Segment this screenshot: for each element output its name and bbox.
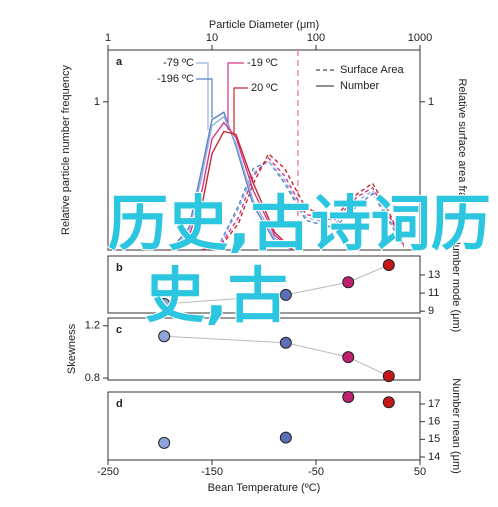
point bbox=[382, 259, 395, 272]
x-tick-label: -250 bbox=[97, 466, 119, 478]
point bbox=[158, 436, 171, 449]
legend-label: Surface Area bbox=[340, 64, 404, 76]
series-line bbox=[170, 121, 294, 251]
x-tick-label: 10 bbox=[206, 32, 218, 44]
y-axis-title: Skewness bbox=[66, 323, 78, 374]
panel-frame bbox=[107, 49, 421, 251]
panel-label: b bbox=[116, 262, 123, 274]
series-label: 20 ºC bbox=[251, 82, 278, 94]
y2-tick-label: 17 bbox=[428, 398, 440, 410]
series-line bbox=[201, 160, 405, 251]
y2-tick-label: 1 bbox=[428, 96, 434, 108]
point bbox=[279, 431, 292, 444]
panel-label: c bbox=[116, 324, 122, 336]
series-line bbox=[201, 152, 405, 251]
y2-tick-label: 16 bbox=[428, 416, 440, 428]
y-tick-label: 1.2 bbox=[85, 320, 100, 332]
x-axis-title-top: Particle Diameter (μm) bbox=[209, 19, 319, 31]
y-tick-label: 1 bbox=[94, 96, 100, 108]
x-tick-label: 50 bbox=[414, 466, 426, 478]
leader bbox=[227, 62, 244, 130]
point bbox=[158, 330, 171, 343]
y2-axis-title: Number mean (μm) bbox=[450, 378, 462, 474]
y2-tick-label: 14 bbox=[428, 451, 440, 463]
y2-tick-label: 15 bbox=[428, 433, 440, 445]
point bbox=[342, 390, 355, 403]
point bbox=[382, 370, 395, 383]
x-tick-label: 1000 bbox=[408, 32, 432, 44]
point bbox=[342, 351, 355, 364]
y-axis-title: Relative particle number frequency bbox=[60, 65, 72, 235]
y2-axis-title: Relative surface area fraction bbox=[456, 78, 468, 221]
trend-line bbox=[164, 264, 389, 305]
x-tick-label: 1 bbox=[105, 32, 111, 44]
series-line bbox=[170, 111, 294, 251]
series-label: -79 ºC bbox=[163, 57, 194, 69]
point bbox=[342, 276, 355, 289]
leader bbox=[196, 62, 209, 130]
y2-axis-title: Number mode (μm) bbox=[450, 237, 462, 333]
y2-tick-label: 9 bbox=[428, 305, 434, 317]
series-line bbox=[170, 115, 294, 251]
series-line bbox=[201, 160, 405, 251]
panel-frame bbox=[107, 391, 421, 461]
x-tick-label: -50 bbox=[308, 466, 324, 478]
leader bbox=[196, 78, 213, 118]
x-tick-label: -150 bbox=[201, 466, 223, 478]
series-label: -196 ºC bbox=[157, 73, 194, 85]
x-axis-title-bottom: Bean Temperature (ºC) bbox=[208, 482, 321, 494]
point bbox=[279, 288, 292, 301]
panel-frame bbox=[107, 255, 421, 314]
point bbox=[279, 336, 292, 349]
series-label: -19 ºC bbox=[247, 57, 278, 69]
leader bbox=[233, 87, 248, 134]
y2-tick-label: 11 bbox=[428, 287, 439, 299]
watermark: 史,古 bbox=[145, 262, 288, 332]
panel-label: a bbox=[116, 56, 123, 68]
panel-label: d bbox=[116, 398, 123, 410]
leaders bbox=[196, 62, 248, 134]
point bbox=[382, 396, 395, 409]
panel-frame bbox=[107, 317, 421, 381]
point bbox=[158, 297, 171, 310]
watermark: 历史,古诗词历 bbox=[108, 190, 491, 260]
legend-label: Number bbox=[340, 80, 379, 92]
y-tick-label: 0.8 bbox=[85, 372, 100, 384]
x-tick-label: 100 bbox=[307, 32, 325, 44]
y2-tick-label: 13 bbox=[428, 269, 440, 281]
series-line bbox=[170, 130, 294, 251]
trend-line bbox=[164, 335, 390, 377]
